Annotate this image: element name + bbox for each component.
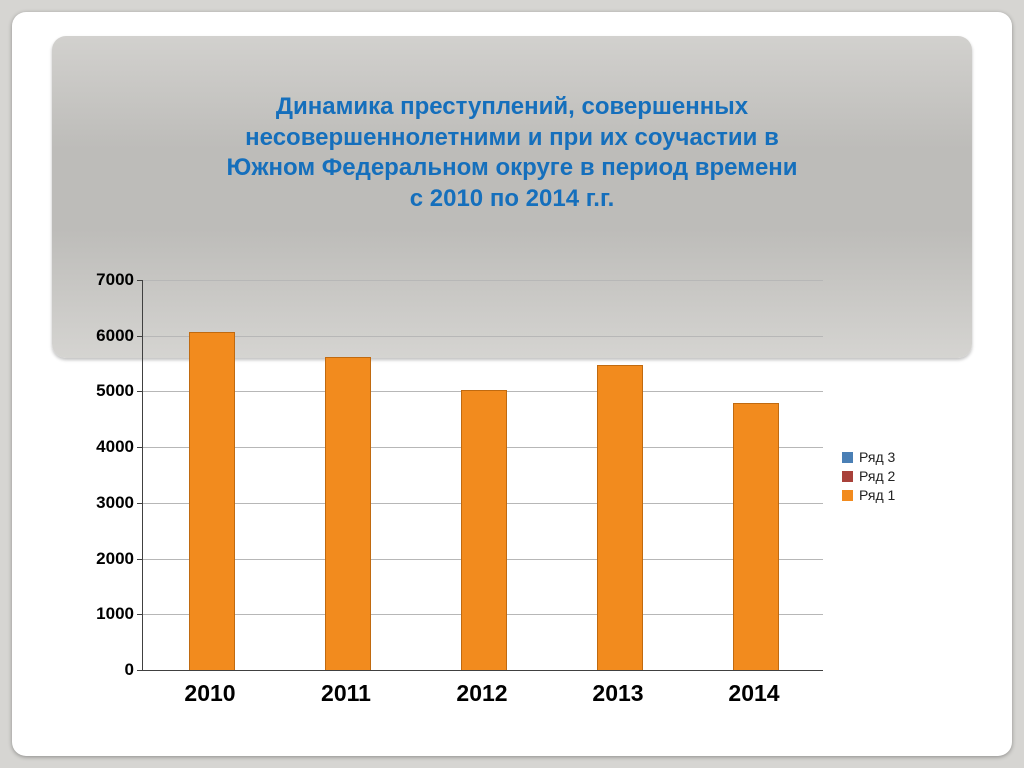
legend-swatch (842, 490, 853, 501)
chart-title: Динамика преступлений, совершенных несов… (12, 92, 1012, 215)
legend-item: Ряд 1 (842, 487, 952, 503)
legend-label: Ряд 3 (859, 449, 895, 465)
grid-line (143, 280, 823, 281)
legend: Ряд 3 Ряд 2 Ряд 1 (842, 446, 952, 506)
y-axis-label: 5000 (72, 381, 134, 401)
y-tick-mark (137, 614, 142, 615)
y-tick-mark (137, 391, 142, 392)
legend-label: Ряд 1 (859, 487, 895, 503)
y-tick-mark (137, 670, 142, 671)
crime-dynamics-chart: Ряд 3 Ряд 2 Ряд 1 0 1000 2000 3000 4000 5000 600… (72, 266, 952, 726)
bar (325, 357, 372, 670)
legend-item: Ряд 3 (842, 449, 952, 465)
y-axis-label: 1000 (72, 604, 134, 624)
y-axis-label: 4000 (72, 437, 134, 457)
legend-label: Ряд 2 (859, 468, 895, 484)
bar (597, 365, 644, 670)
y-tick-mark (137, 559, 142, 560)
x-axis-label: 2013 (550, 680, 686, 707)
y-tick-mark (137, 280, 142, 281)
y-axis-label: 3000 (72, 493, 134, 513)
y-tick-mark (137, 447, 142, 448)
x-axis-label: 2012 (414, 680, 550, 707)
bar (461, 390, 508, 670)
slide-background: Динамика преступлений, совершенных несов… (0, 0, 1024, 768)
bar (189, 332, 236, 670)
legend-item: Ряд 2 (842, 468, 952, 484)
grid-line (143, 336, 823, 337)
plot-area (142, 280, 823, 671)
bar (733, 403, 780, 670)
y-axis-label: 0 (72, 660, 134, 680)
slide-frame: Динамика преступлений, совершенных несов… (12, 12, 1012, 756)
y-tick-mark (137, 336, 142, 337)
y-axis-label: 6000 (72, 326, 134, 346)
x-axis-label: 2010 (142, 680, 278, 707)
x-axis-label: 2011 (278, 680, 414, 707)
y-axis-label: 7000 (72, 270, 134, 290)
y-tick-mark (137, 503, 142, 504)
legend-swatch (842, 452, 853, 463)
y-axis-label: 2000 (72, 549, 134, 569)
x-axis-label: 2014 (686, 680, 822, 707)
legend-swatch (842, 471, 853, 482)
